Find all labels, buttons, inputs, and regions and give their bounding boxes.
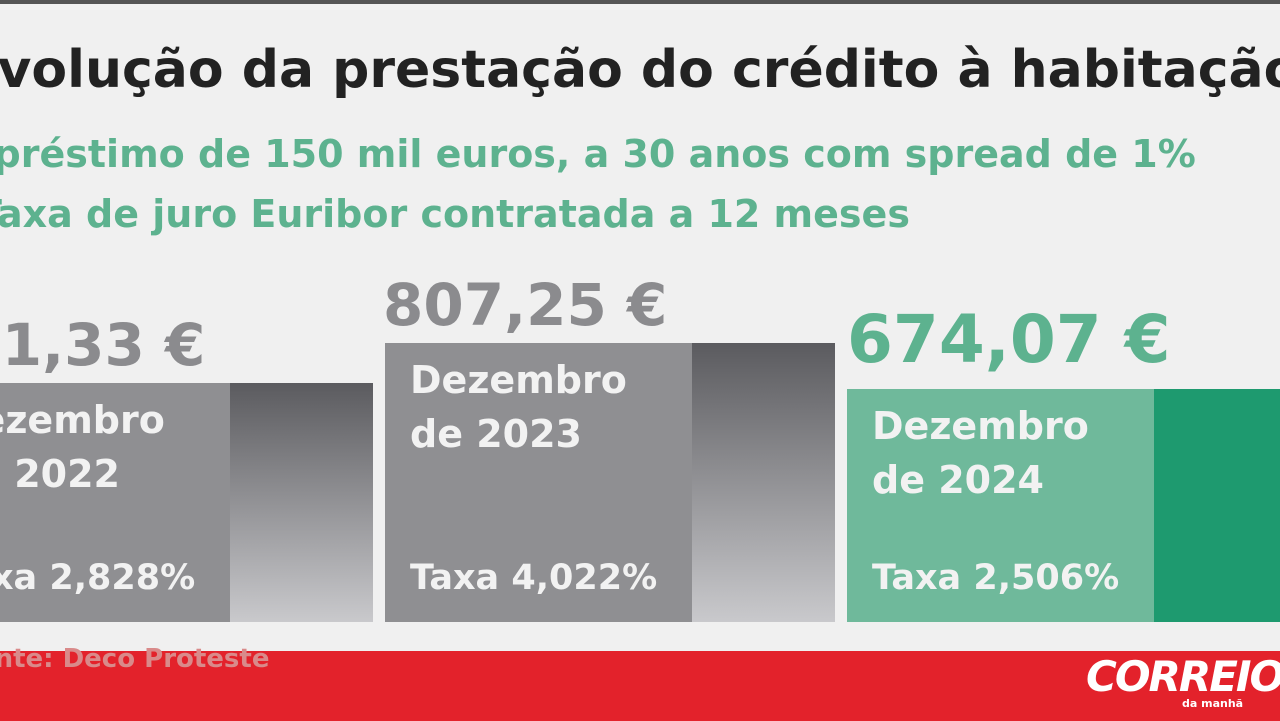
rate-label: Taxa 2,828%: [0, 558, 196, 598]
value-label: 691,33 €: [0, 311, 206, 380]
value-label: 807,25 €: [383, 271, 668, 340]
category-label: Dezembro de 2022: [0, 398, 165, 497]
bar: [0, 383, 230, 622]
brand-logo: CORREIO: [1086, 652, 1280, 701]
value-label: 674,07 €: [847, 301, 1171, 379]
category-label: Dezembro de 2024: [872, 404, 1089, 503]
bar-shade: [1154, 389, 1280, 622]
subtitle: Taxa de juro Euribor contratada a 12 mes…: [0, 192, 910, 236]
bar: [847, 389, 1154, 622]
top-rule: [0, 0, 1280, 4]
source: Fonte: Deco Proteste: [0, 644, 270, 674]
category-label: Dezembro de 2023: [410, 358, 627, 457]
subtitle: Empréstimo de 150 mil euros, a 30 anos c…: [0, 132, 1196, 176]
footer-bar: [0, 651, 1280, 721]
chart-title: Evolução da prestação do crédito à habit…: [0, 40, 1280, 100]
bar-shade: [692, 343, 835, 622]
brand-tagline: da manhã: [1182, 697, 1244, 710]
bar: [385, 343, 692, 622]
bar-shade: [230, 383, 373, 622]
rate-label: Taxa 4,022%: [410, 558, 658, 598]
rate-label: Taxa 2,506%: [872, 558, 1120, 598]
